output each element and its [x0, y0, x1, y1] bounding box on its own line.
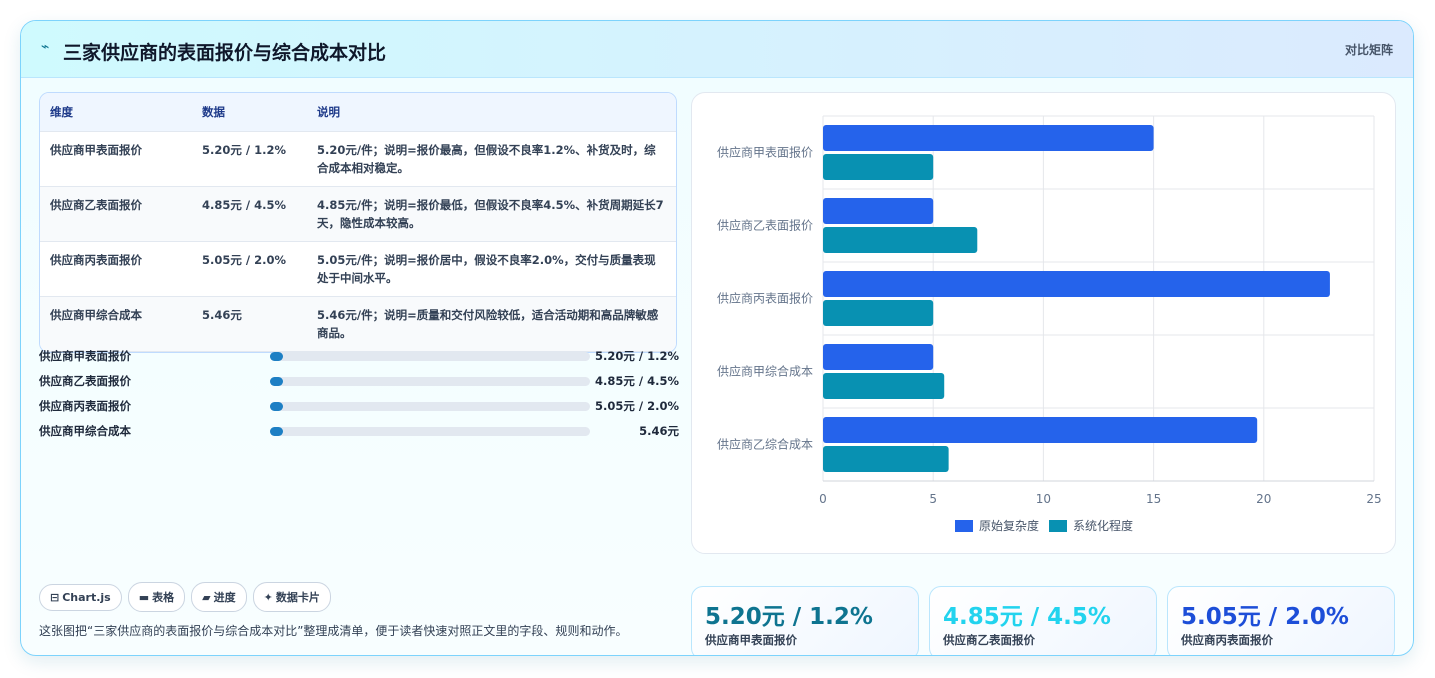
legend-swatch [955, 520, 973, 532]
chips: ⊟ Chart.js ▬ 表格 ▰ 进度 ✦ 数据卡片 [39, 582, 337, 612]
chart-box: 0 5 10 15 20 25 供应商甲表面报价 供应商乙表面报价 供应商丙表面报价 供应商甲综合… [691, 92, 1396, 554]
chip-icon: ▰ [202, 591, 211, 604]
header: ⌁ 三家供应商的表面报价与综合成本对比 对比矩阵 [21, 21, 1413, 78]
progress-track [270, 352, 590, 361]
chip-icon: ▬ [138, 591, 150, 604]
chip-text: 进度 [213, 591, 236, 604]
progress-value: 5.46元 [639, 424, 679, 438]
table-row: 供应商乙表面报价 4.85元 / 4.5% 4.85元/件；说明=报价最低，但假设不… [40, 186, 676, 242]
x-tick-label: 15 [1146, 492, 1161, 506]
progress-fill [270, 377, 283, 386]
table-cell: 供应商甲表面报价 [40, 131, 192, 187]
progress-label: 供应商乙表面报价 [39, 374, 131, 388]
x-tick-label: 0 [819, 492, 827, 506]
table-wrap: 维度 数据 说明 供应商甲表面报价 5.20元 / 1.2% 5.20元/件；说明=报价最… [39, 92, 677, 353]
kpi-card: 4.85元 / 4.5% 供应商乙表面报价 [929, 586, 1157, 655]
table-header: 维度 数据 说明 [40, 93, 676, 132]
chip-text: 数据卡片 [275, 591, 320, 604]
x-tick-label: 5 [929, 492, 937, 506]
progress-fill [270, 352, 283, 361]
progress-value: 5.05元 / 2.0% [595, 399, 679, 413]
chip: ⊟ Chart.js [39, 584, 122, 611]
x-tick-label: 10 [1036, 492, 1051, 506]
kpi-card: 5.05元 / 2.0% 供应商丙表面报价 [1167, 586, 1395, 655]
progress-value: 4.85元 / 4.5% [595, 374, 679, 388]
footnote: 这张图把“三家供应商的表面报价与综合成本对比”整理成清单，便于读者快速对照正文里… [39, 624, 628, 638]
table: 维度 数据 说明 供应商甲表面报价 5.20元 / 1.2% 5.20元/件；说明=报价最… [40, 93, 676, 352]
progress-fill [270, 402, 283, 411]
chip-icon: ⊟ [50, 591, 60, 604]
table-row: 供应商丙表面报价 5.05元 / 2.0% 5.05元/件；说明=报价居中，假设不良… [40, 241, 676, 297]
column-header: 说明 [307, 93, 676, 132]
chip: ▬ 表格 [127, 582, 186, 612]
progress-fill [270, 427, 283, 436]
legend-swatch [1049, 520, 1067, 532]
chip-text: Chart.js [62, 591, 111, 604]
progress-label: 供应商甲综合成本 [39, 424, 131, 438]
bar [823, 198, 934, 224]
y-tick-label: 供应商乙综合成本 [717, 437, 813, 452]
table-cell: 5.20元/件；说明=报价最高，但假设不良率1.2%、补货及时，综合成本相对稳定… [307, 131, 676, 187]
table-cell: 供应商乙表面报价 [40, 186, 192, 242]
bar [823, 154, 934, 180]
kpi-label: 供应商乙表面报价 [943, 633, 1035, 647]
bar [823, 271, 1330, 297]
y-tick-label: 供应商丙表面报价 [717, 291, 813, 306]
table-cell: 5.05元/件；说明=报价居中，假设不良率2.0%，交付与质量表现处于中间水平。 [307, 241, 676, 297]
chip-text: 表格 [152, 591, 175, 604]
table-row: 供应商甲综合成本 5.46元 5.46元/件；说明=质量和交付风险较低，适合活动期和… [40, 296, 676, 352]
bar [823, 417, 1258, 443]
bar [823, 373, 945, 399]
y-tick-label: 供应商甲综合成本 [717, 364, 813, 379]
progress-track [270, 402, 590, 411]
table-body: 供应商甲表面报价 5.20元 / 1.2% 5.20元/件；说明=报价最高，但假设不… [40, 131, 676, 352]
bar [823, 227, 978, 253]
column-header: 数据 [192, 93, 307, 132]
y-tick-label: 供应商乙表面报价 [717, 218, 813, 233]
progress-list: 供应商甲表面报价 5.20元 / 1.2% 供应商乙表面报价 4.85元 / 4.5%… [39, 348, 679, 448]
table-cell: 供应商甲综合成本 [40, 296, 192, 352]
bar [823, 125, 1154, 151]
chip: ▰ 进度 [191, 582, 247, 612]
chip-icon: ✦ [263, 591, 273, 604]
legend-label: 系统化程度 [1073, 518, 1133, 533]
table-cell: 供应商丙表面报价 [40, 241, 192, 297]
table-cell: 4.85元/件；说明=报价最低，但假设不良率4.5%、补货周期延长7天，隐性成本… [307, 186, 676, 242]
chip: ✦ 数据卡片 [252, 582, 331, 612]
progress-value: 5.20元 / 1.2% [595, 349, 679, 363]
x-tick-label: 25 [1366, 492, 1381, 506]
progress-label: 供应商甲表面报价 [39, 349, 131, 363]
table-cell: 5.46元 [192, 296, 307, 352]
progress-track [270, 427, 590, 436]
kpi-label: 供应商丙表面报价 [1181, 633, 1273, 647]
kpi-value: 5.05元 / 2.0% [1181, 604, 1349, 630]
kpi-value: 5.20元 / 1.2% [705, 604, 873, 630]
bar [823, 344, 934, 370]
table-cell: 4.85元 / 4.5% [192, 186, 307, 242]
column-header: 维度 [40, 93, 192, 132]
kpi-label: 供应商甲表面报价 [705, 633, 797, 647]
icon: ⌁ [41, 39, 50, 55]
tag: 对比矩阵 [1344, 43, 1393, 57]
kpi-value: 4.85元 / 4.5% [943, 604, 1111, 630]
x-tick-label: 20 [1256, 492, 1271, 506]
progress-label: 供应商丙表面报价 [39, 399, 131, 413]
bar [823, 446, 949, 472]
title: 三家供应商的表面报价与综合成本对比 [63, 42, 387, 64]
chart: 0 5 10 15 20 25 供应商甲表面报价供应商乙表面报价供应商丙表面报价供应商甲综合… [717, 115, 1382, 533]
table-row: 供应商甲表面报价 5.20元 / 1.2% 5.20元/件；说明=报价最高，但假设不… [40, 131, 676, 187]
progress-track [270, 377, 590, 386]
y-tick-label: 供应商甲表面报价 [717, 145, 813, 160]
table-cell: 5.46元/件；说明=质量和交付风险较低，适合活动期和高品牌敏感商品。 [307, 296, 676, 352]
table-cell: 5.05元 / 2.0% [192, 241, 307, 297]
kpi-card: 5.20元 / 1.2% 供应商甲表面报价 [691, 586, 919, 655]
panel: ⌁ 三家供应商的表面报价与综合成本对比 对比矩阵 维度 数据 说明 供应商甲表面报价 5… [20, 20, 1414, 656]
bar [823, 300, 934, 326]
legend-label: 原始复杂度 [979, 518, 1039, 533]
table-cell: 5.20元 / 1.2% [192, 131, 307, 187]
